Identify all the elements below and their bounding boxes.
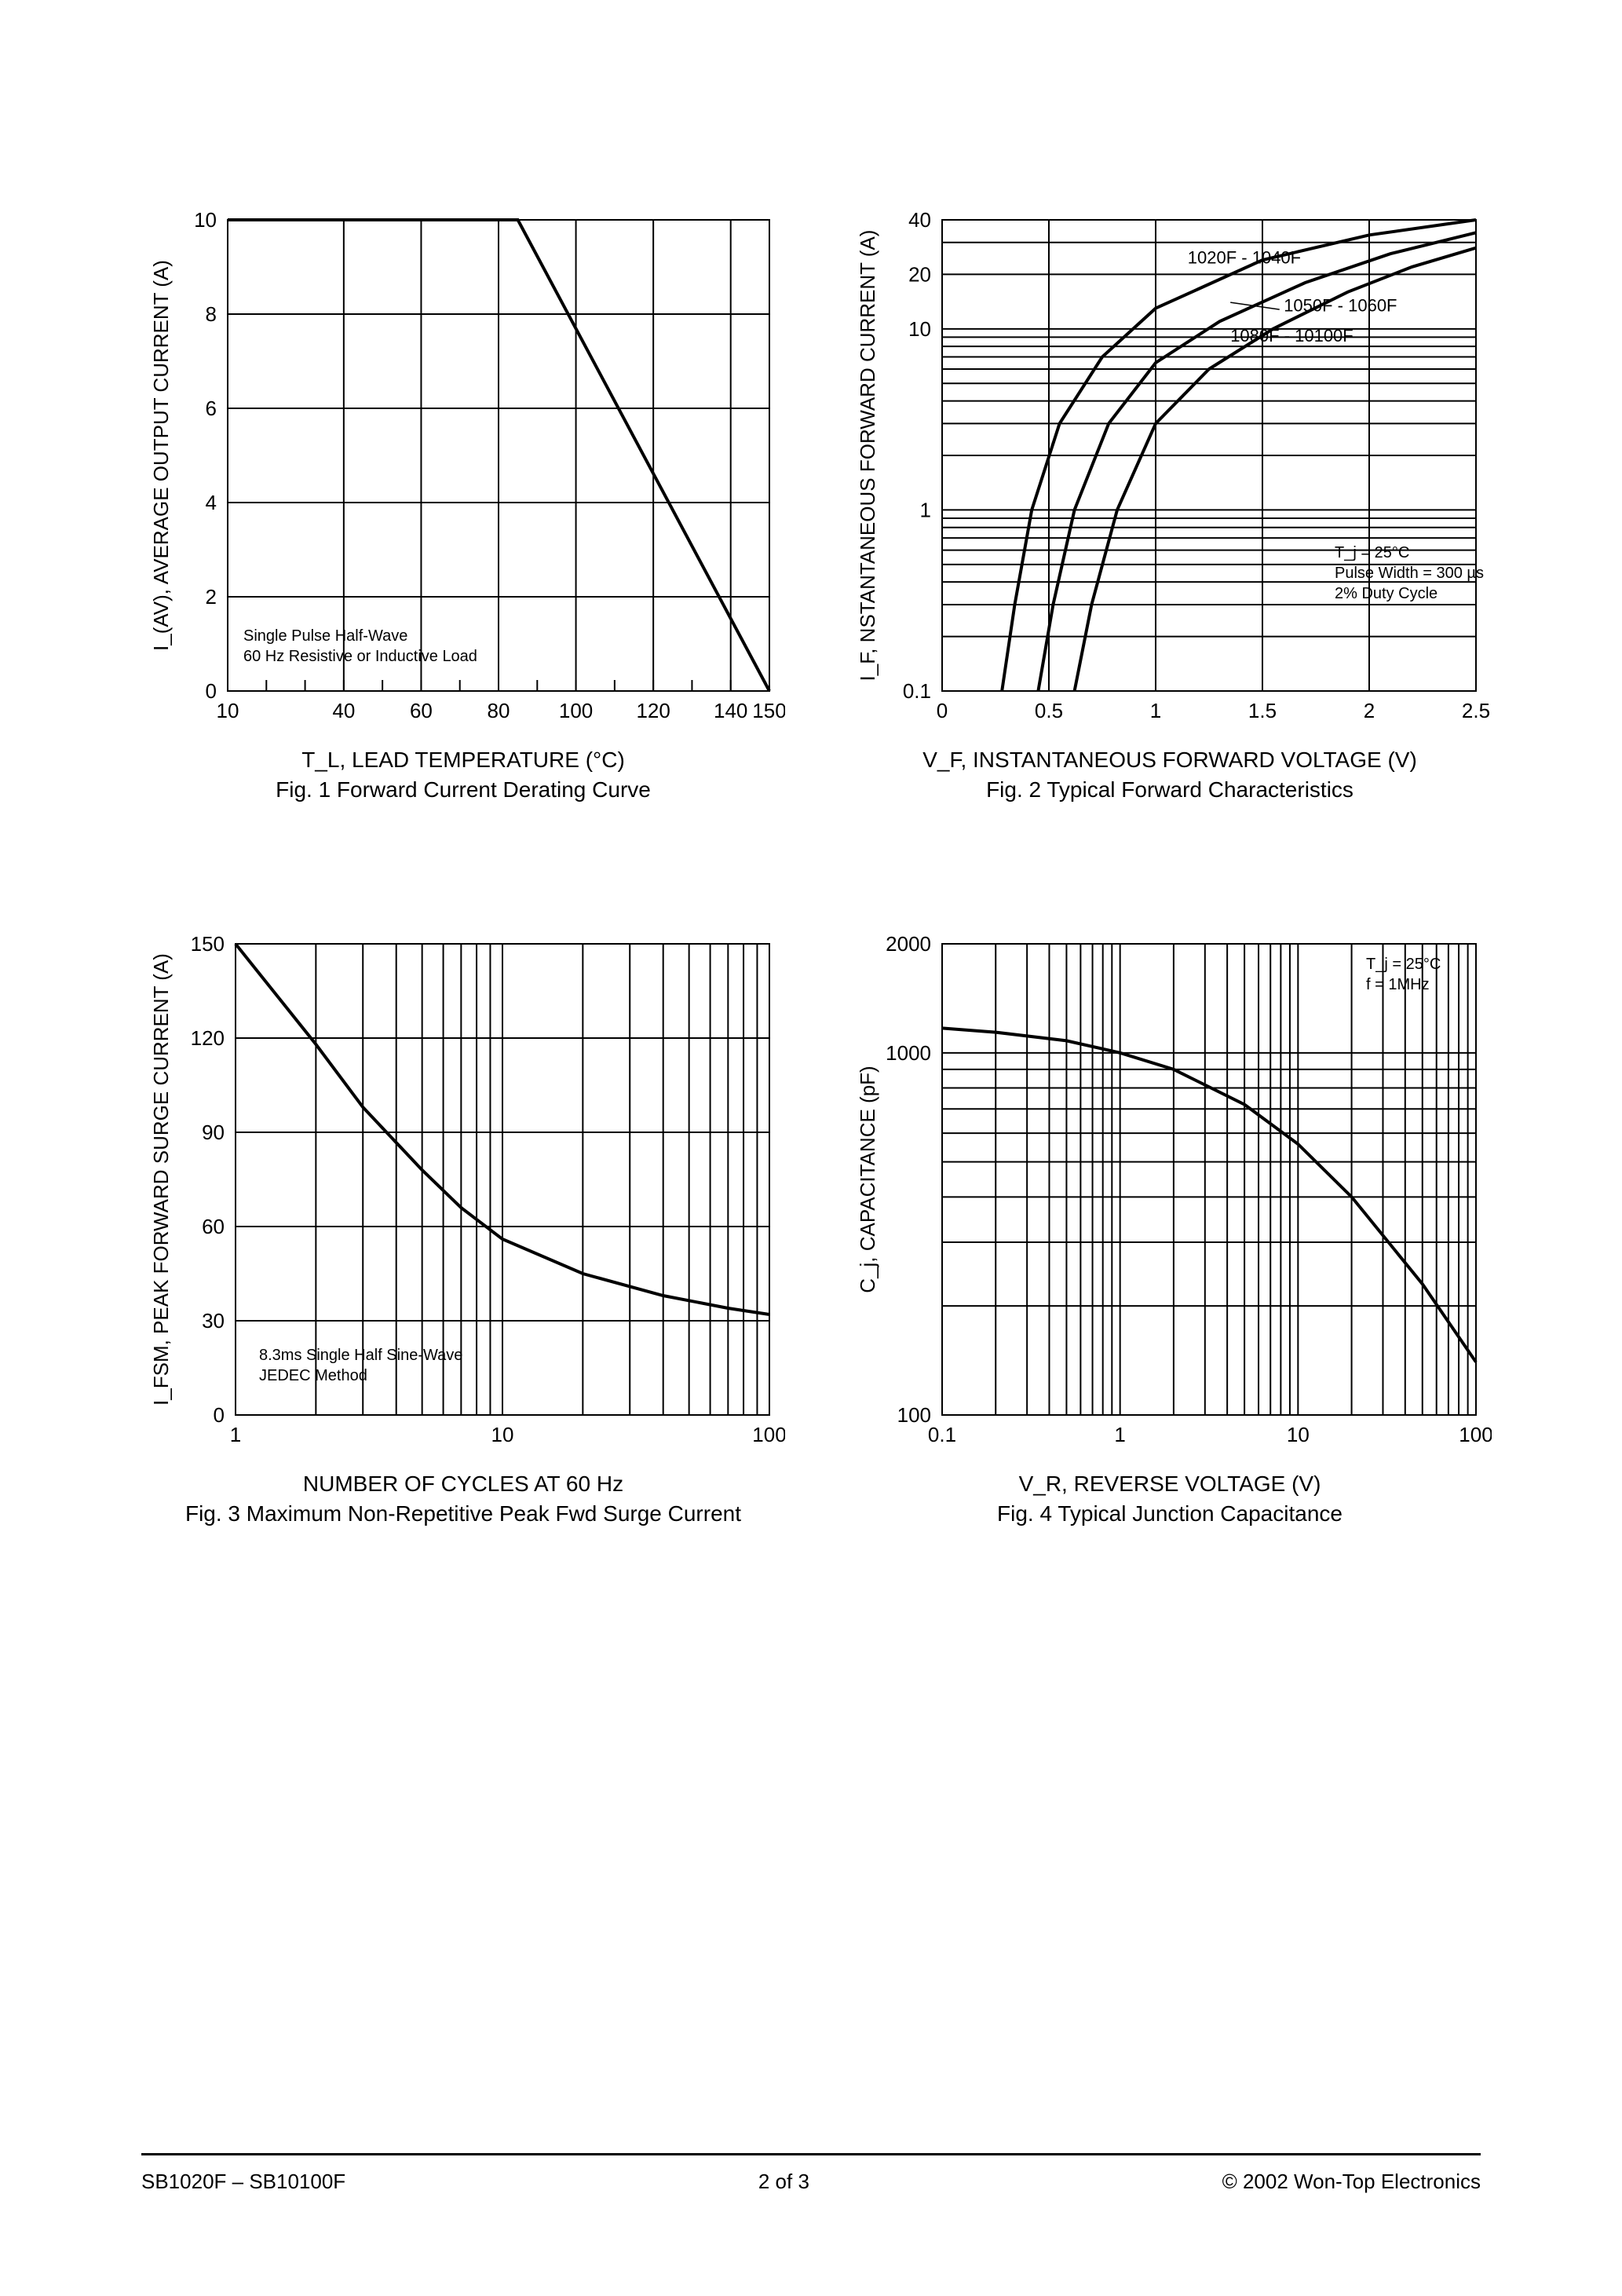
svg-text:Pulse Width = 300 µs: Pulse Width = 300 µs xyxy=(1335,565,1484,582)
svg-text:JEDEC Method: JEDEC Method xyxy=(259,1367,367,1384)
fig3-xlabel: NUMBER OF CYCLES AT 60 Hz xyxy=(141,1472,785,1497)
footer-right: © 2002 Won-Top Electronics xyxy=(1222,2170,1481,2194)
svg-text:0: 0 xyxy=(206,679,217,703)
svg-text:0.5: 0.5 xyxy=(1035,699,1063,722)
svg-text:1: 1 xyxy=(920,498,931,521)
svg-text:20: 20 xyxy=(908,262,931,286)
svg-text:140: 140 xyxy=(714,699,747,722)
fig2-xlabel: V_F, INSTANTANEOUS FORWARD VOLTAGE (V) xyxy=(848,748,1492,773)
svg-text:1: 1 xyxy=(1150,699,1161,722)
svg-text:0.1: 0.1 xyxy=(903,679,931,703)
datasheet-page: 104060801001201401500246810I_(AV), AVERA… xyxy=(0,0,1622,2296)
page-footer: SB1020F – SB10100F 2 of 3 © 2002 Won-Top… xyxy=(141,2153,1481,2194)
fig1-xlabel: T_L, LEAD TEMPERATURE (°C) xyxy=(141,748,785,773)
svg-text:1.5: 1.5 xyxy=(1248,699,1277,722)
fig1-cell: 10 40 60 80 100 120 140150 0 2 4 6 8 10 I_(AV), AVERA… xyxy=(141,204,785,803)
svg-text:1000: 1000 xyxy=(886,1041,931,1065)
fig1-caption: Fig. 1 Forward Current Derating Curve xyxy=(141,777,785,803)
svg-text:60: 60 xyxy=(202,1215,225,1238)
svg-text:100: 100 xyxy=(1459,1423,1492,1446)
svg-text:60 Hz Resistive or Inductive L: 60 Hz Resistive or Inductive Load xyxy=(243,648,477,665)
svg-text:0: 0 xyxy=(937,699,948,722)
fig4-xlabel: V_R, REVERSE VOLTAGE (V) xyxy=(848,1472,1492,1497)
fig2-cell: 0 0.5 1 1.5 2 2.5 0.1 1 10 20 40 I_F, NSTANTANEOUS … xyxy=(848,204,1492,803)
svg-text:90: 90 xyxy=(202,1121,225,1144)
chart-row-2: 1101000306090120150I_FSM, PEAK FORWARD S… xyxy=(141,928,1492,1526)
svg-text:Single Pulse Half-Wave: Single Pulse Half-Wave xyxy=(243,627,407,645)
svg-text:8: 8 xyxy=(206,302,217,326)
svg-text:1: 1 xyxy=(230,1423,241,1446)
svg-text:120: 120 xyxy=(191,1026,225,1050)
svg-text:10: 10 xyxy=(491,1423,514,1446)
svg-text:10: 10 xyxy=(908,317,931,341)
footer-center: 2 of 3 xyxy=(758,2170,809,2194)
svg-text:0.1: 0.1 xyxy=(928,1423,956,1446)
svg-text:C_j, CAPACITANCE (pF): C_j, CAPACITANCE (pF) xyxy=(856,1066,879,1292)
fig2-chart: 0 0.5 1 1.5 2 2.5 0.1 1 10 20 40 I_F, NSTANTANEOUS … xyxy=(848,204,1492,738)
svg-text:1020F - 1040F: 1020F - 1040F xyxy=(1188,247,1301,267)
svg-text:8.3ms Single Half Sine-Wave: 8.3ms Single Half Sine-Wave xyxy=(259,1347,462,1364)
fig4-chart: 0.1 1 10 100 100 1000 2000 C_j, CAPACITANCE (pF… xyxy=(848,928,1492,1462)
fig3-cell: 1 10 100 0 30 60 90 120 150 I_FSM, PEAK FORWARD S… xyxy=(141,928,785,1526)
footer-left: SB1020F – SB10100F xyxy=(141,2170,345,2194)
svg-text:I_F, NSTANTANEOUS FORWARD CURR: I_F, NSTANTANEOUS FORWARD CURRENT (A) xyxy=(856,230,879,682)
svg-text:T_j = 25°C: T_j = 25°C xyxy=(1366,956,1441,973)
svg-text:100: 100 xyxy=(559,699,593,722)
svg-text:6: 6 xyxy=(206,397,217,420)
svg-text:f = 1MHz: f = 1MHz xyxy=(1366,976,1430,993)
chart-row-1: 104060801001201401500246810I_(AV), AVERA… xyxy=(141,204,1492,803)
svg-text:1: 1 xyxy=(1114,1423,1125,1446)
fig4-cell: 0.1 1 10 100 100 1000 2000 C_j, CAPACITANCE (pF… xyxy=(848,928,1492,1526)
svg-text:2: 2 xyxy=(1364,699,1375,722)
svg-text:10: 10 xyxy=(194,208,217,232)
svg-text:40: 40 xyxy=(908,208,931,232)
svg-text:2: 2 xyxy=(206,585,217,609)
svg-text:2000: 2000 xyxy=(886,932,931,956)
fig3-chart: 1 10 100 0 30 60 90 120 150 I_FSM, PEAK FORWARD S… xyxy=(141,928,785,1462)
svg-text:120: 120 xyxy=(636,699,670,722)
svg-text:I_(AV), AVERAGE OUTPUT CURRENT: I_(AV), AVERAGE OUTPUT CURRENT (A) xyxy=(149,260,173,651)
svg-text:2% Duty Cycle: 2% Duty Cycle xyxy=(1335,585,1438,602)
svg-text:0: 0 xyxy=(214,1403,225,1427)
svg-text:100: 100 xyxy=(752,1423,785,1446)
svg-text:10: 10 xyxy=(1287,1423,1310,1446)
svg-text:T_j = 25°C: T_j = 25°C xyxy=(1335,544,1409,561)
svg-text:40: 40 xyxy=(332,699,355,722)
svg-text:10: 10 xyxy=(217,699,239,722)
fig3-caption: Fig. 3 Maximum Non-Repetitive Peak Fwd S… xyxy=(141,1501,785,1526)
svg-text:80: 80 xyxy=(488,699,510,722)
svg-text:1050F - 1060F: 1050F - 1060F xyxy=(1284,295,1397,315)
svg-text:4: 4 xyxy=(206,491,217,514)
svg-text:1080F - 10100F: 1080F - 10100F xyxy=(1230,326,1353,345)
svg-text:60: 60 xyxy=(410,699,433,722)
svg-text:30: 30 xyxy=(202,1309,225,1333)
charts-grid: 104060801001201401500246810I_(AV), AVERA… xyxy=(141,204,1492,1652)
svg-text:100: 100 xyxy=(897,1403,931,1427)
fig2-caption: Fig. 2 Typical Forward Characteristics xyxy=(848,777,1492,803)
fig4-caption: Fig. 4 Typical Junction Capacitance xyxy=(848,1501,1492,1526)
svg-text:I_FSM, PEAK FORWARD SURGE CURR: I_FSM, PEAK FORWARD SURGE CURRENT (A) xyxy=(149,953,173,1406)
fig1-chart: 10 40 60 80 100 120 140150 0 2 4 6 8 10 I_(AV), AVERA… xyxy=(141,204,785,738)
svg-text:150: 150 xyxy=(191,932,225,956)
svg-text:2.5: 2.5 xyxy=(1462,699,1490,722)
svg-text:150: 150 xyxy=(752,699,785,722)
